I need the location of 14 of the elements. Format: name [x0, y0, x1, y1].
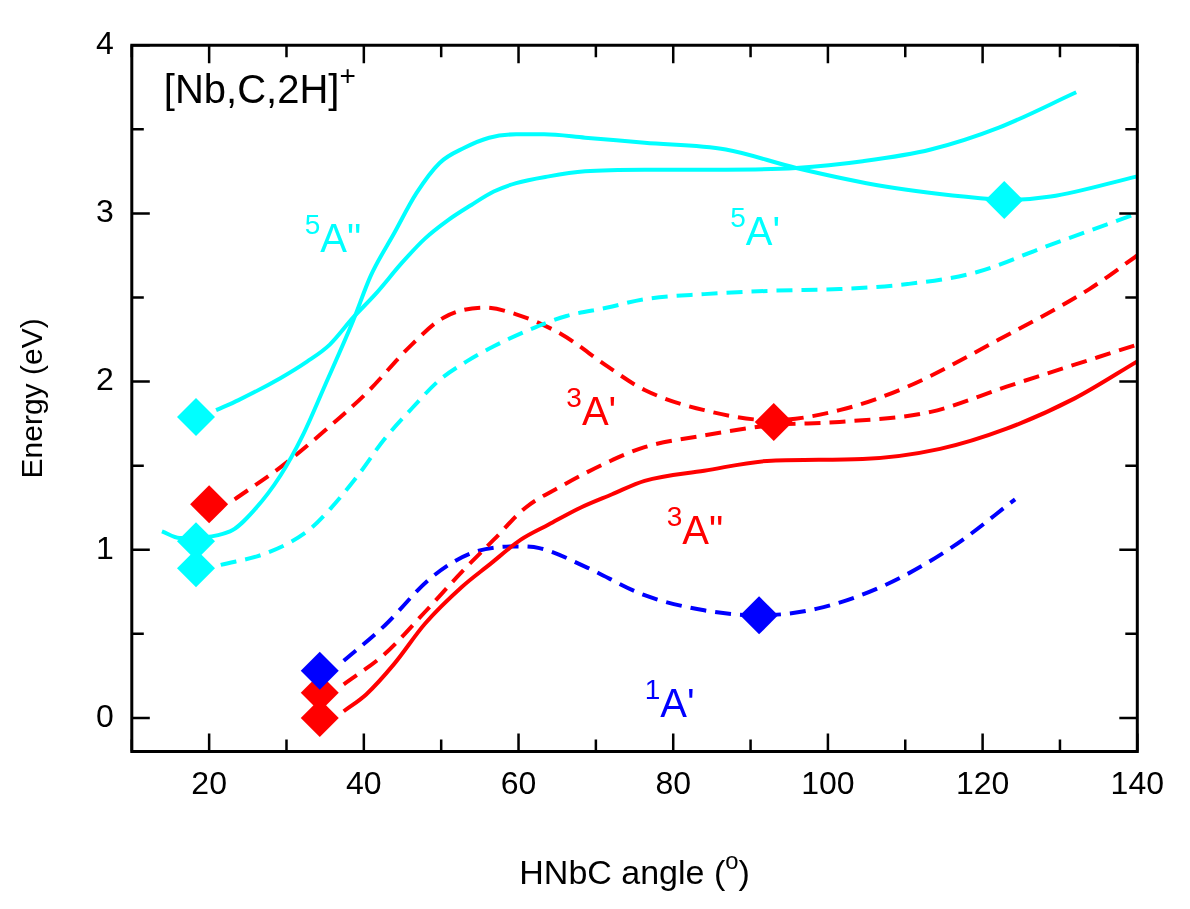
x-tick-label: 20 — [191, 764, 227, 801]
y-tick-label: 2 — [96, 361, 114, 398]
y-tick-label: 4 — [96, 25, 114, 62]
y-tick-label: 3 — [96, 193, 114, 230]
x-tick-label: 140 — [1110, 764, 1164, 801]
x-tick-label: 40 — [346, 764, 382, 801]
x-tick-label: 100 — [801, 764, 855, 801]
x-tick-label: 80 — [655, 764, 692, 801]
y-axis-title: Energy (eV) — [15, 318, 48, 479]
x-tick-label: 60 — [500, 764, 537, 801]
text: [Nb,C,2H]+ — [163, 60, 356, 112]
x-tick-label: 120 — [955, 764, 1010, 801]
y-tick-label: 0 — [96, 697, 114, 734]
y-tick-label: 1 — [96, 529, 114, 566]
